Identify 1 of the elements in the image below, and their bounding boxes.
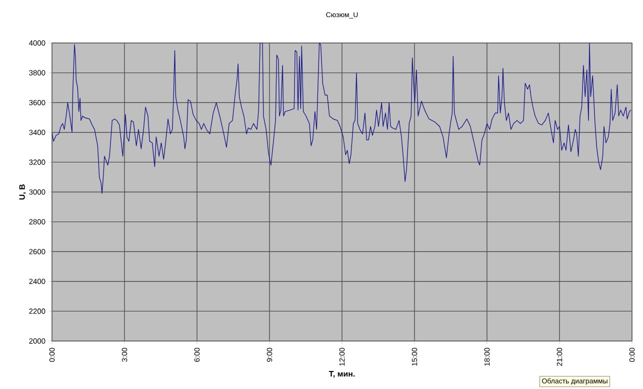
line-series [52, 43, 632, 194]
